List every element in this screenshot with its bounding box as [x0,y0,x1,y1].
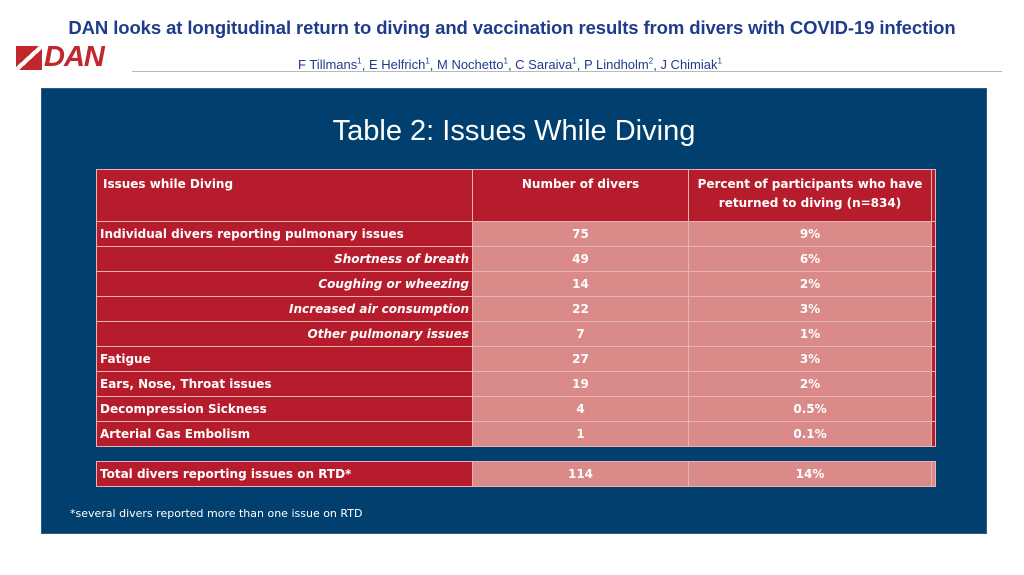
row-label: Other pulmonary issues [96,321,473,347]
row-percent: 6% [688,246,932,272]
row-count: 4 [472,396,689,422]
row-label: Individual divers reporting pulmonary is… [96,221,473,247]
row-percent: 0.1% [688,421,932,447]
row-percent: 2% [688,371,932,397]
row-label: Arterial Gas Embolism [96,421,473,447]
row-percent: 1% [688,321,932,347]
row-count: 19 [472,371,689,397]
table-row: Ears, Nose, Throat issues 19 2% [96,371,936,397]
table-panel: Table 2: Issues While Diving Issues whil… [41,88,987,534]
header-divider [132,71,1002,72]
row-percent: 3% [688,346,932,372]
row-label: Coughing or wheezing [96,271,473,297]
row-percent: 3% [688,296,932,322]
row-count: 22 [472,296,689,322]
author: J Chimiak1 [660,57,722,73]
author: E Helfrich1 [368,57,430,73]
total-row: Total divers reporting issues on RTD* 11… [96,461,936,487]
author: C Saraiva1 [515,57,577,73]
row-label: Ears, Nose, Throat issues [96,371,473,397]
dan-logo: DAN [16,41,130,73]
table-title: Table 2: Issues While Diving [332,115,696,147]
row-label: Shortness of breath [96,246,473,272]
row-count: 14 [472,271,689,297]
author: P Lindholm2 [583,57,654,73]
total-percent: 14% [688,461,932,487]
header-number: Number of divers [472,169,689,222]
row-percent: 9% [688,221,932,247]
total-table: Total divers reporting issues on RTD* 11… [96,461,936,487]
table-row: Decompression Sickness 4 0.5% [96,396,936,422]
logo-text: DAN [44,41,105,73]
total-label: Total divers reporting issues on RTD* [96,461,473,487]
row-percent: 0.5% [688,396,932,422]
table-row: Arterial Gas Embolism 1 0.1% [96,421,936,447]
row-label: Increased air consumption [96,296,473,322]
row-count: 27 [472,346,689,372]
row-count: 7 [472,321,689,347]
table-row: Shortness of breath 49 6% [96,246,936,272]
header-issues: Issues while Diving [96,169,473,222]
row-percent: 2% [688,271,932,297]
header-percent: Percent of participants who have returne… [688,169,932,222]
author: M Nochetto1 [437,57,508,73]
footnote: *several divers reported more than one i… [70,507,363,520]
table-header-row: Issues while Diving Number of divers Per… [96,169,936,222]
table-row: Increased air consumption 22 3% [96,296,936,322]
total-count: 114 [472,461,689,487]
author: F Tillmans1 [298,57,362,73]
dive-flag-icon [16,45,42,70]
table-row: Coughing or wheezing 14 2% [96,271,936,297]
author-list: F Tillmans1, E Helfrich1, M Nochetto1, C… [298,57,722,73]
row-count: 1 [472,421,689,447]
poster-title: DAN looks at longitudinal return to divi… [68,17,956,38]
table-row: Individual divers reporting pulmonary is… [96,221,936,247]
issues-table: Issues while Diving Number of divers Per… [96,169,936,447]
table-row: Fatigue 27 3% [96,346,936,372]
table-row: Other pulmonary issues 7 1% [96,321,936,347]
row-count: 75 [472,221,689,247]
row-label: Decompression Sickness [96,396,473,422]
row-label: Fatigue [96,346,473,372]
row-count: 49 [472,246,689,272]
